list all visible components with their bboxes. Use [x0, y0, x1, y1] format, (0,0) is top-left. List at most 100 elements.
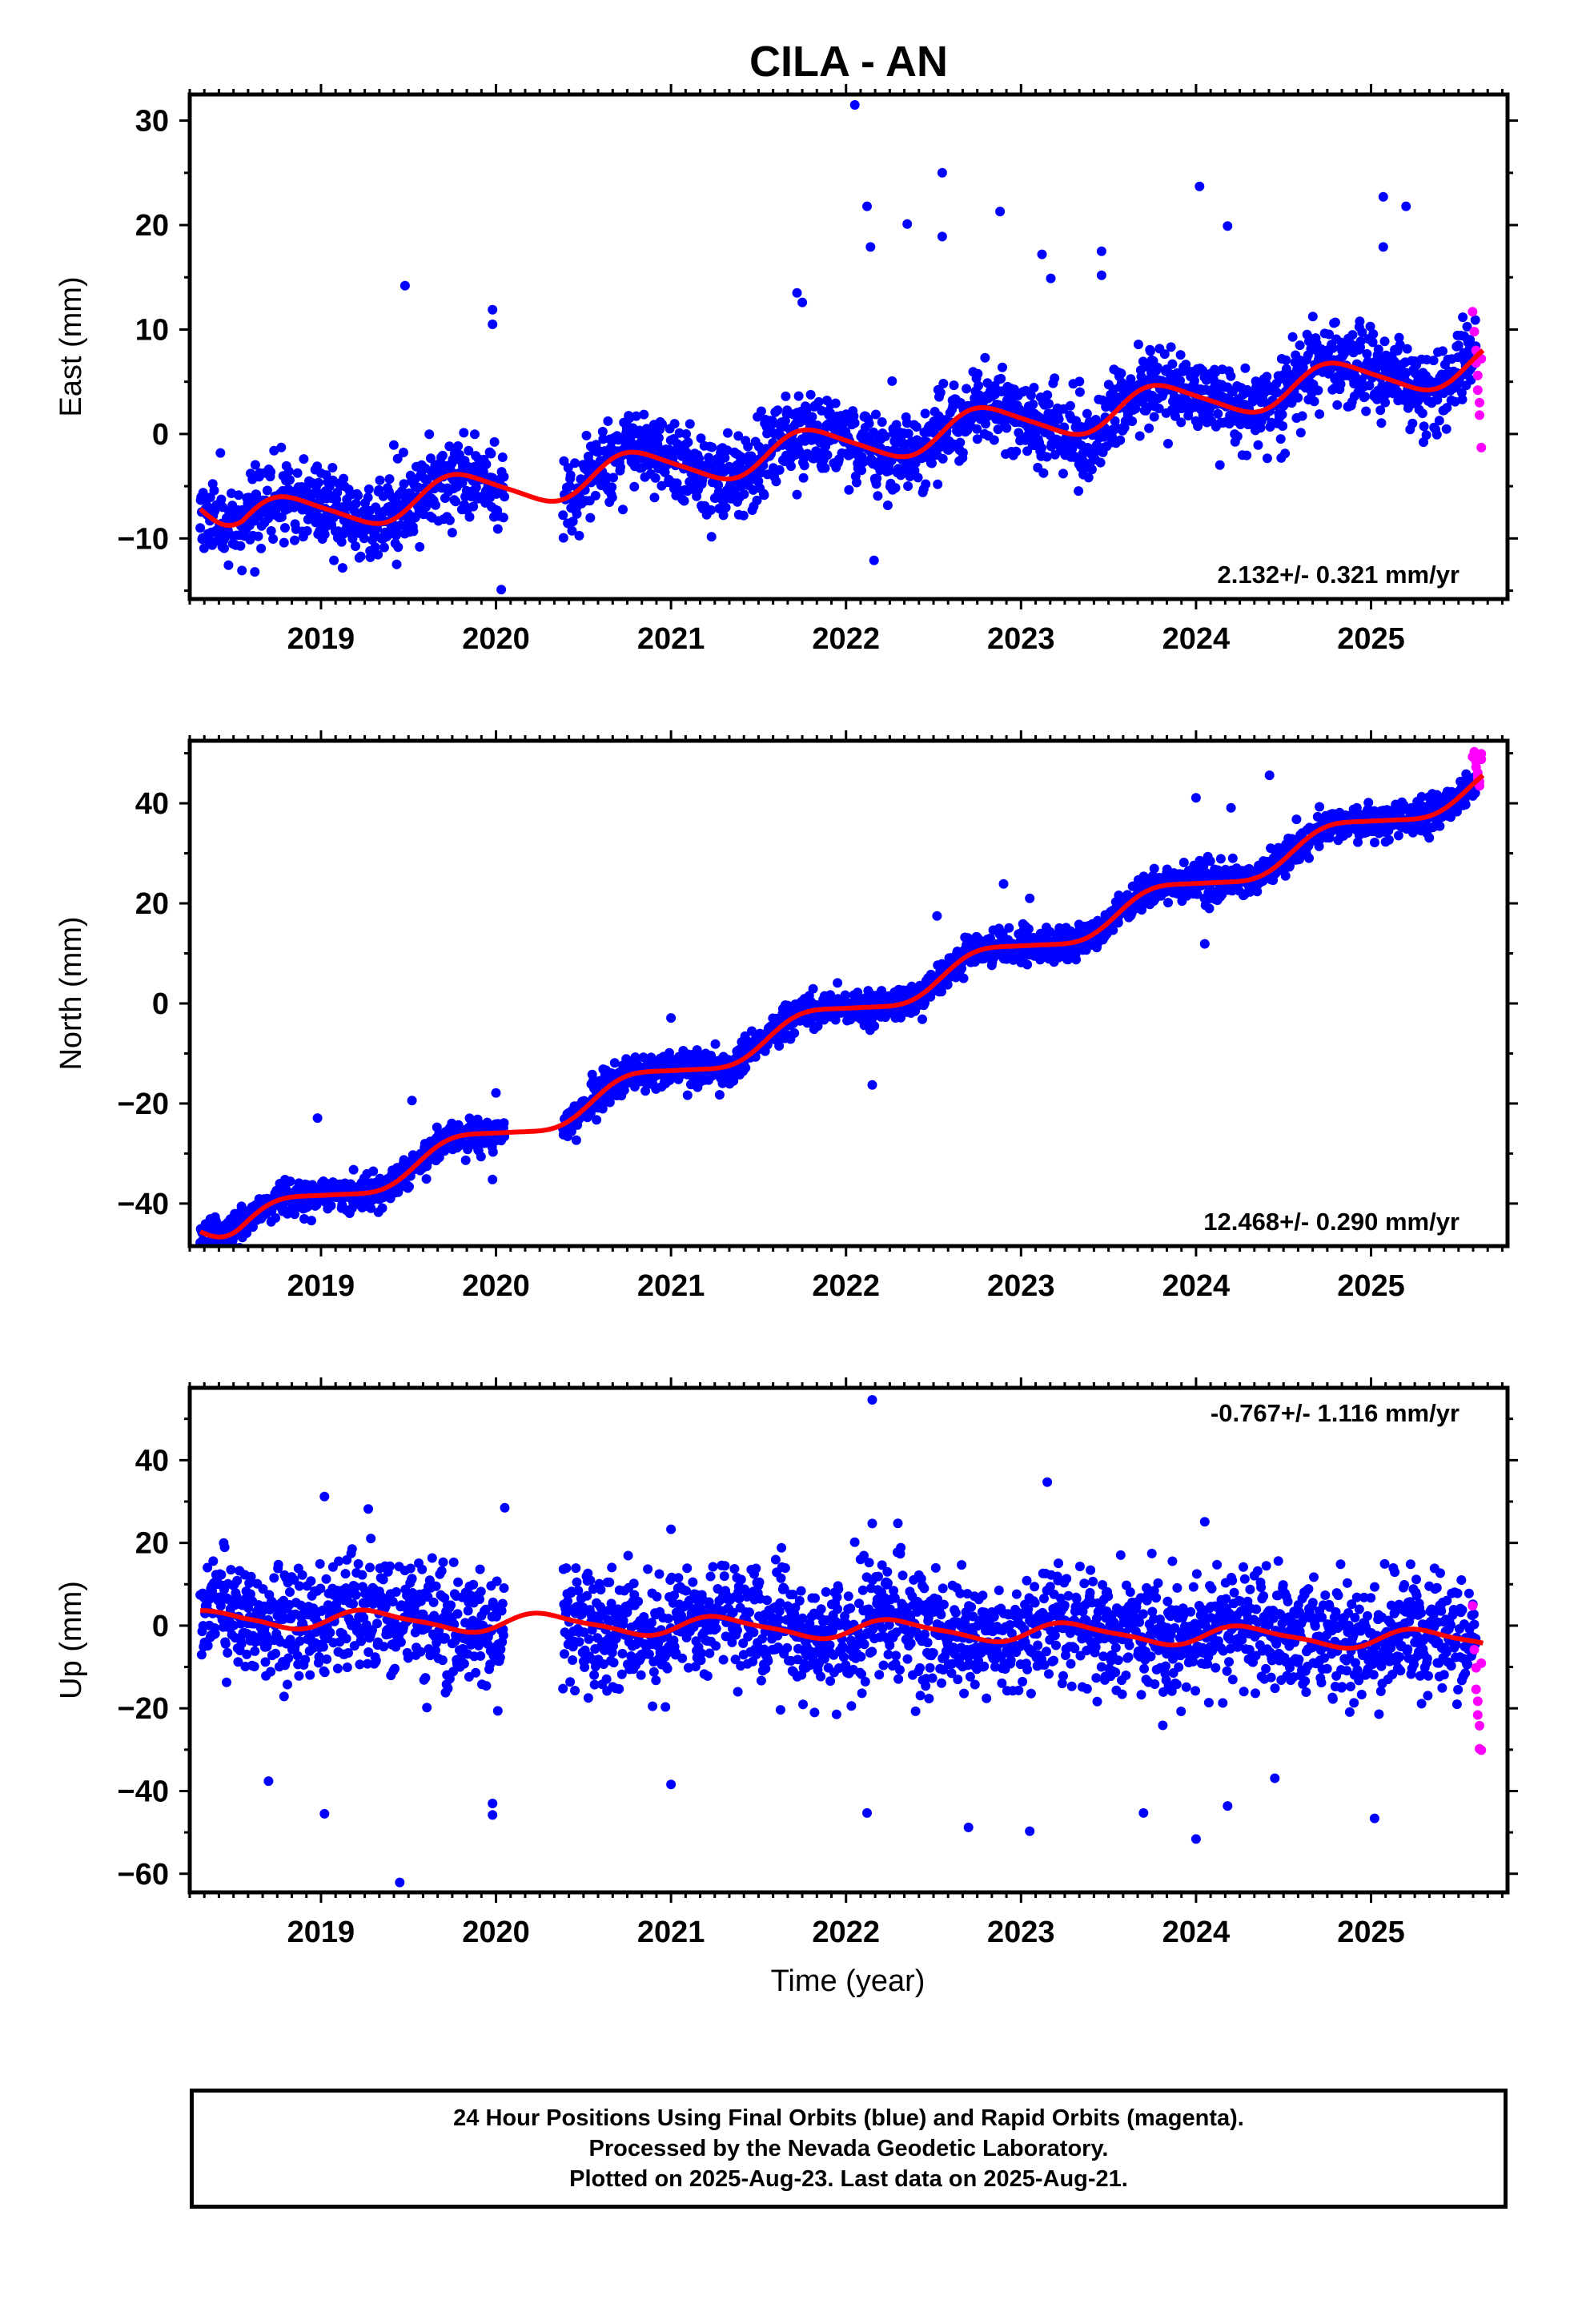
final-orbit-point	[1327, 343, 1338, 353]
final-orbit-point	[1438, 346, 1447, 356]
final-orbit-point	[996, 373, 1006, 384]
final-orbit-outlier	[792, 287, 802, 298]
final-orbit-point	[917, 1014, 927, 1024]
final-orbit-point	[457, 478, 468, 488]
final-orbit-outlier	[488, 304, 498, 315]
final-orbit-point	[486, 448, 496, 459]
final-orbit-point	[379, 542, 389, 553]
final-orbit-point	[571, 1135, 581, 1145]
final-orbit-point	[497, 452, 508, 462]
final-orbit-point	[706, 532, 717, 542]
final-orbit-point	[789, 1028, 800, 1038]
final-orbit-point	[1050, 373, 1060, 384]
final-orbit-point	[1154, 404, 1164, 413]
final-orbit-point	[1432, 395, 1443, 405]
x-tick-label: 2025	[1337, 622, 1405, 656]
final-orbit-point	[1434, 416, 1444, 426]
final-orbit-point	[949, 380, 959, 391]
final-orbit-point	[718, 510, 729, 521]
final-orbit-point	[933, 479, 943, 489]
final-orbit-point	[1370, 838, 1379, 847]
final-orbit-point	[1065, 400, 1075, 411]
final-orbit-point	[1189, 376, 1199, 386]
final-orbit-point	[1402, 344, 1412, 354]
final-orbit-point	[470, 429, 480, 440]
final-orbit-point	[351, 498, 361, 509]
final-orbit-point	[739, 489, 749, 500]
y-axis-title: East (mm)	[54, 276, 88, 416]
final-orbit-outlier	[792, 489, 802, 500]
rapid-orbit-point	[1475, 397, 1484, 408]
final-orbit-point	[481, 459, 492, 469]
final-orbit-point	[618, 505, 628, 515]
final-orbit-point	[913, 472, 923, 483]
final-orbit-outlier	[400, 280, 410, 291]
final-orbit-point	[1083, 472, 1094, 483]
final-orbit-point	[852, 477, 861, 488]
final-orbit-point	[574, 530, 584, 541]
final-orbit-point	[1262, 453, 1272, 464]
final-orbit-point	[444, 515, 455, 525]
x-tick-label: 2023	[987, 622, 1055, 656]
final-orbit-point	[373, 549, 383, 560]
final-orbit-point	[498, 513, 508, 523]
final-orbit-point	[958, 973, 969, 983]
final-orbit-point	[1086, 464, 1097, 475]
final-orbit-point	[489, 436, 500, 447]
final-orbit-point	[972, 424, 982, 434]
final-orbit-point	[597, 427, 608, 436]
final-orbit-point	[927, 458, 937, 468]
final-orbit-outlier	[1096, 270, 1106, 280]
final-orbit-point	[468, 501, 479, 512]
final-orbit-point	[266, 526, 276, 536]
final-orbit-outlier	[365, 546, 375, 556]
final-orbit-point	[771, 476, 781, 487]
final-orbit-point	[650, 472, 661, 483]
final-orbit-point	[982, 378, 993, 388]
final-orbit-point	[285, 475, 295, 485]
final-orbit-point	[713, 480, 724, 490]
final-orbit-point	[598, 434, 608, 444]
final-orbit-point	[1281, 355, 1291, 365]
final-orbit-point	[706, 505, 717, 515]
final-orbit-point	[774, 1041, 785, 1051]
final-orbit-point	[209, 485, 219, 496]
final-orbit-outlier	[1378, 191, 1388, 202]
final-orbit-point	[1023, 924, 1034, 935]
final-orbit-point	[1038, 468, 1049, 478]
final-orbit-point	[973, 368, 983, 379]
final-orbit-point	[1375, 405, 1386, 416]
final-orbit-point	[563, 463, 573, 473]
final-orbit-point	[830, 398, 841, 408]
final-orbit-point	[920, 408, 930, 419]
final-orbit-point	[958, 448, 968, 458]
final-orbit-point	[199, 543, 209, 553]
chart-title: CILA - AN	[749, 38, 948, 86]
final-orbit-point	[392, 453, 403, 464]
final-orbit-point	[592, 1115, 602, 1125]
final-orbit-point	[1275, 434, 1286, 444]
final-orbit-point	[807, 412, 817, 422]
final-orbit-point	[234, 490, 243, 501]
final-orbit-point	[332, 487, 343, 497]
final-orbit-point	[921, 479, 931, 489]
final-orbit-point	[1004, 923, 1014, 933]
final-orbit-point	[1074, 387, 1085, 397]
final-orbit-point	[459, 428, 469, 438]
final-orbit-point	[980, 352, 990, 363]
final-orbit-point	[1149, 863, 1159, 874]
final-orbit-point	[1022, 959, 1033, 970]
final-orbit-point	[377, 1203, 387, 1213]
final-orbit-point	[993, 424, 1003, 435]
final-orbit-point	[1095, 457, 1106, 468]
final-orbit-point	[237, 565, 247, 576]
final-orbit-point	[1324, 329, 1335, 340]
final-orbit-point	[723, 428, 733, 438]
final-orbit-point	[447, 528, 457, 538]
final-orbit-point	[290, 1209, 299, 1220]
final-orbit-point	[629, 481, 640, 492]
final-orbit-point	[464, 512, 475, 522]
final-orbit-point	[256, 543, 267, 553]
final-orbit-outlier	[902, 219, 913, 229]
final-orbit-point	[756, 406, 766, 416]
